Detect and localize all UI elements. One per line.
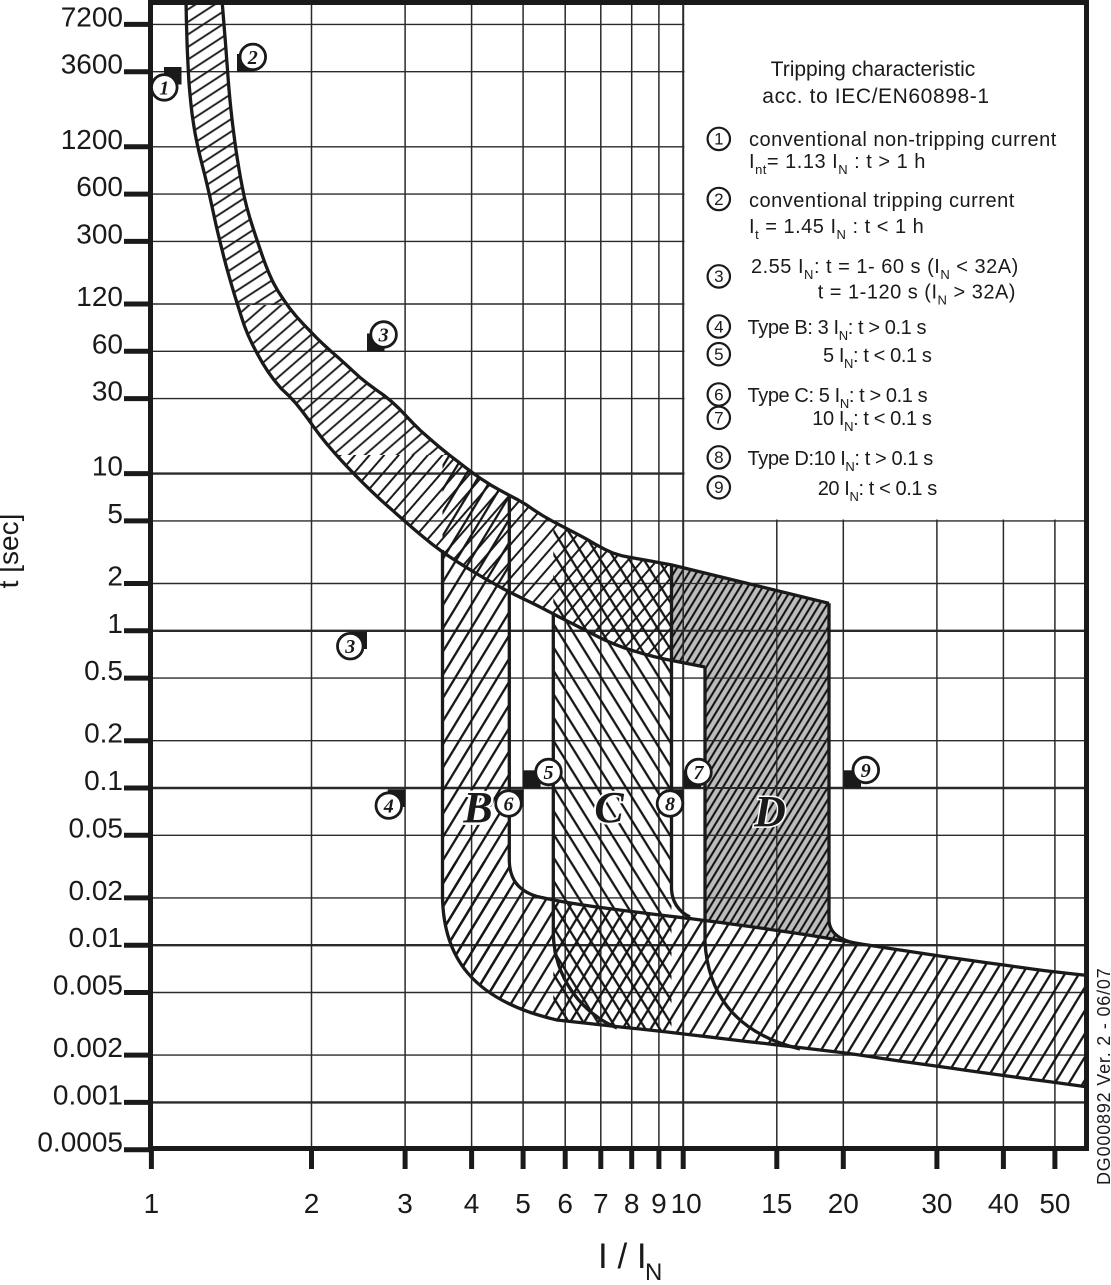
svg-text:50: 50: [1039, 1188, 1070, 1219]
svg-text:Int= 1.13 IN : t > 1 h: Int= 1.13 IN : t > 1 h: [749, 151, 926, 177]
svg-text:30: 30: [921, 1188, 952, 1219]
svg-text:1: 1: [144, 1188, 160, 1219]
svg-text:DG000892 Ver. 2 - 06/07: DG000892 Ver. 2 - 06/07: [1094, 967, 1111, 1185]
svg-text:7200: 7200: [61, 1, 123, 32]
svg-text:6: 6: [557, 1188, 573, 1219]
svg-text:Type D:10 IN: t > 0.1 s: Type D:10 IN: t > 0.1 s: [748, 448, 934, 474]
svg-text:5: 5: [714, 345, 723, 364]
svg-text:300: 300: [76, 218, 123, 249]
svg-text:7: 7: [593, 1188, 609, 1219]
svg-text:30: 30: [92, 376, 123, 407]
svg-text:0.01: 0.01: [69, 922, 124, 953]
svg-text:N: N: [645, 1259, 662, 1280]
svg-text:3: 3: [714, 267, 723, 286]
svg-text:2: 2: [247, 47, 258, 69]
svg-text:0.5: 0.5: [84, 655, 123, 686]
svg-text:4: 4: [714, 317, 723, 336]
svg-text:It = 1.45 IN : t < 1 h: It = 1.45 IN : t < 1 h: [749, 216, 924, 242]
svg-text:3: 3: [378, 325, 389, 347]
svg-text:3600: 3600: [61, 49, 123, 80]
svg-text:0.2: 0.2: [84, 718, 123, 749]
svg-text:8: 8: [665, 794, 675, 816]
svg-text:600: 600: [76, 171, 123, 202]
svg-text:C: C: [594, 783, 624, 832]
svg-text:2: 2: [107, 561, 123, 592]
svg-text:t = 1-120 s (IN > 32A): t = 1-120 s (IN > 32A): [818, 282, 1016, 308]
svg-text:1: 1: [107, 608, 123, 639]
svg-text:2: 2: [714, 190, 723, 209]
svg-text:15: 15: [761, 1188, 792, 1219]
svg-text:40: 40: [988, 1188, 1019, 1219]
svg-text:8: 8: [714, 448, 723, 467]
svg-text:1200: 1200: [61, 124, 123, 155]
svg-text:5: 5: [515, 1188, 531, 1219]
svg-text:I / I: I / I: [598, 1237, 647, 1276]
svg-text:0.1: 0.1: [84, 765, 123, 796]
svg-text:3: 3: [397, 1188, 413, 1219]
svg-text:D: D: [753, 787, 786, 836]
svg-text:7: 7: [694, 762, 705, 784]
svg-text:10 IN: t < 0.1 s: 10 IN: t < 0.1 s: [812, 408, 932, 434]
svg-text:t [sec]: t [sec]: [0, 514, 24, 589]
svg-text:60: 60: [92, 328, 123, 359]
svg-text:0.0005: 0.0005: [37, 1127, 123, 1158]
svg-text:0.05: 0.05: [69, 812, 124, 843]
svg-text:10: 10: [671, 1188, 702, 1219]
svg-text:8: 8: [624, 1188, 640, 1219]
svg-text:0.001: 0.001: [53, 1079, 123, 1110]
svg-text:6: 6: [714, 385, 723, 404]
svg-text:5: 5: [107, 498, 123, 529]
svg-text:9: 9: [714, 478, 723, 497]
svg-text:6: 6: [504, 794, 514, 816]
svg-text:10: 10: [92, 451, 123, 482]
svg-text:0.02: 0.02: [69, 875, 124, 906]
svg-text:acc. to IEC/EN60898-1: acc. to IEC/EN60898-1: [762, 85, 989, 108]
svg-text:conventional tripping current: conventional tripping current: [749, 190, 1015, 212]
svg-text:7: 7: [714, 409, 723, 428]
svg-text:5 IN: t < 0.1 s: 5 IN: t < 0.1 s: [823, 345, 932, 371]
svg-text:Type C: 5 IN: t > 0.1 s: Type C: 5 IN: t > 0.1 s: [748, 385, 928, 411]
svg-text:B: B: [462, 783, 492, 832]
svg-text:conventional non-tripping curr: conventional non-tripping current: [749, 129, 1057, 151]
svg-text:3: 3: [344, 636, 355, 658]
svg-text:20 IN: t < 0.1 s: 20 IN: t < 0.1 s: [818, 478, 938, 504]
svg-text:0.005: 0.005: [53, 970, 123, 1001]
svg-text:1: 1: [714, 130, 723, 149]
svg-text:2.55 IN: t = 1- 60 s (IN < 32A: 2.55 IN: t = 1- 60 s (IN < 32A): [751, 256, 1019, 282]
svg-text:120: 120: [76, 281, 123, 312]
svg-text:9: 9: [861, 760, 871, 782]
svg-text:2: 2: [304, 1188, 320, 1219]
svg-text:20: 20: [828, 1188, 859, 1219]
svg-text:1: 1: [159, 77, 169, 99]
svg-text:Type B: 3 IN: t > 0.1 s: Type B: 3 IN: t > 0.1 s: [748, 317, 927, 343]
svg-text:4: 4: [464, 1188, 480, 1219]
svg-text:9: 9: [651, 1188, 667, 1219]
svg-text:4: 4: [383, 796, 394, 818]
svg-text:0.002: 0.002: [53, 1032, 123, 1063]
svg-text:Tripping characteristic: Tripping characteristic: [771, 58, 976, 81]
svg-text:5: 5: [544, 762, 554, 784]
